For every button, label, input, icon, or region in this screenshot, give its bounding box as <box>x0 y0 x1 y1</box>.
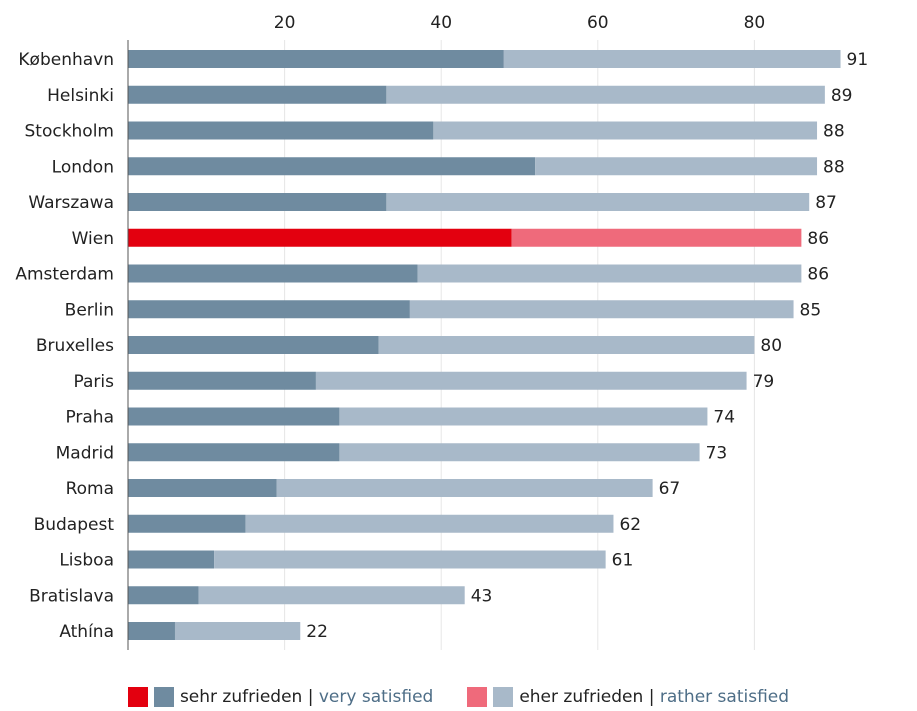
bar-rather-satisfied-wien <box>511 228 802 247</box>
bar-rather-satisfied-amsterdam <box>417 264 802 283</box>
total-label-wien: 86 <box>807 229 829 249</box>
category-label-ath-na: Athína <box>59 622 114 642</box>
category-label-berlin: Berlin <box>65 300 114 320</box>
bar-very-satisfied-budapest <box>128 514 246 533</box>
bar-rather-satisfied-budapest <box>245 514 614 533</box>
bar-rather-satisfied-madrid <box>339 443 700 462</box>
total-label-warszawa: 87 <box>815 193 837 213</box>
bar-rather-satisfied-k-benhavn <box>503 50 841 68</box>
category-label-madrid: Madrid <box>56 443 114 463</box>
legend-swatch-very-satisfied <box>153 687 174 707</box>
category-label-praha: Praha <box>65 408 114 428</box>
total-label-helsinki: 89 <box>831 86 853 106</box>
category-label-london: London <box>52 157 114 177</box>
legend-separator: | <box>307 687 314 707</box>
total-label-ath-na: 22 <box>306 622 328 642</box>
bar-very-satisfied-bratislava <box>128 586 199 605</box>
legend-separator: | <box>648 687 655 707</box>
bars <box>128 50 841 640</box>
total-label-bruxelles: 80 <box>760 336 782 356</box>
bar-very-satisfied-berlin <box>128 300 410 319</box>
category-label-roma: Roma <box>66 479 114 499</box>
bar-chart: 20 40 60 80 København 91 Helsinki 89 Stockholm 8… <box>15 13 868 650</box>
bar-very-satisfied-london <box>128 157 536 176</box>
category-label-stockholm: Stockholm <box>24 122 114 142</box>
category-label-wien: Wien <box>72 229 114 249</box>
bar-very-satisfied-lisboa <box>128 550 215 569</box>
legend-label-very-satisfied: sehr zufrieden | very satisfied <box>180 687 433 707</box>
category-label-helsinki: Helsinki <box>47 86 114 106</box>
total-label-stockholm: 88 <box>823 122 845 142</box>
bar-rather-satisfied-paris <box>315 371 747 390</box>
total-label-london: 88 <box>823 157 845 177</box>
bar-rather-satisfied-berlin <box>409 300 794 319</box>
bar-rather-satisfied-helsinki <box>386 85 825 104</box>
category-label-budapest: Budapest <box>34 515 115 535</box>
legend-swatch-highlight-rather-satisfied <box>467 687 488 707</box>
total-label-bratislava: 43 <box>471 586 493 606</box>
bar-rather-satisfied-bratislava <box>198 586 465 605</box>
total-label-lisboa: 61 <box>612 551 634 571</box>
labels: København 91 Helsinki 89 Stockholm 88 London 88… <box>15 50 868 642</box>
total-label-roma: 67 <box>659 479 681 499</box>
x-tick-label-80: 80 <box>744 13 766 33</box>
total-label-paris: 79 <box>753 372 775 392</box>
legend: sehr zufrieden | very satisfied eher zuf… <box>0 683 917 711</box>
bar-rather-satisfied-warszawa <box>386 193 810 211</box>
bar-rather-satisfied-ath-na <box>174 622 301 640</box>
legend-label-rather-satisfied: eher zufrieden | rather satisfied <box>519 687 789 707</box>
legend-item-rather-satisfied: eher zufrieden | rather satisfied <box>467 687 789 707</box>
bar-very-satisfied-praha <box>128 407 340 426</box>
total-label-berlin: 85 <box>800 300 822 320</box>
total-label-madrid: 73 <box>706 443 728 463</box>
legend-label-very-satisfied-de: sehr zufrieden <box>179 687 303 707</box>
bar-rather-satisfied-lisboa <box>214 550 606 569</box>
bar-rather-satisfied-stockholm <box>433 121 818 140</box>
legend-label-rather-satisfied-de: eher zufrieden <box>519 687 644 707</box>
bar-very-satisfied-paris <box>128 371 316 390</box>
total-label-k-benhavn: 91 <box>847 50 869 70</box>
legend-swatch-rather-satisfied <box>493 687 514 707</box>
x-tick-label-20: 20 <box>274 13 296 33</box>
bar-very-satisfied-ath-na <box>128 622 175 640</box>
total-label-praha: 74 <box>713 408 735 428</box>
bar-rather-satisfied-praha <box>339 407 708 426</box>
category-label-amsterdam: Amsterdam <box>15 265 114 285</box>
bar-very-satisfied-helsinki <box>128 85 387 104</box>
bar-very-satisfied-madrid <box>128 443 340 462</box>
x-tick-label-60: 60 <box>587 13 609 33</box>
bar-very-satisfied-warszawa <box>128 193 387 211</box>
category-label-bratislava: Bratislava <box>29 586 114 606</box>
category-label-bruxelles: Bruxelles <box>36 336 114 356</box>
legend-label-rather-satisfied-en: rather satisfied <box>659 687 790 707</box>
bar-very-satisfied-amsterdam <box>128 264 418 283</box>
legend-swatch-highlight-very-satisfied <box>127 687 148 707</box>
bar-very-satisfied-k-benhavn <box>128 50 504 68</box>
bar-very-satisfied-roma <box>128 479 277 497</box>
bar-very-satisfied-stockholm <box>128 121 434 140</box>
x-tick-label-40: 40 <box>430 13 452 33</box>
category-label-lisboa: Lisboa <box>59 551 114 571</box>
category-label-warszawa: Warszawa <box>28 193 114 213</box>
category-label-paris: Paris <box>74 372 115 392</box>
legend-item-very-satisfied: sehr zufrieden | very satisfied <box>127 687 433 707</box>
x-axis-ticks: 20 40 60 80 <box>274 13 765 33</box>
total-label-amsterdam: 86 <box>807 265 829 285</box>
total-label-budapest: 62 <box>619 515 641 535</box>
bar-very-satisfied-bruxelles <box>128 336 379 354</box>
legend-label-very-satisfied-en: very satisfied <box>318 687 434 707</box>
bar-rather-satisfied-bruxelles <box>378 336 755 354</box>
bar-very-satisfied-wien <box>128 228 512 247</box>
bar-rather-satisfied-roma <box>276 479 653 497</box>
bar-rather-satisfied-london <box>535 157 818 176</box>
category-label-k-benhavn: København <box>18 50 114 70</box>
